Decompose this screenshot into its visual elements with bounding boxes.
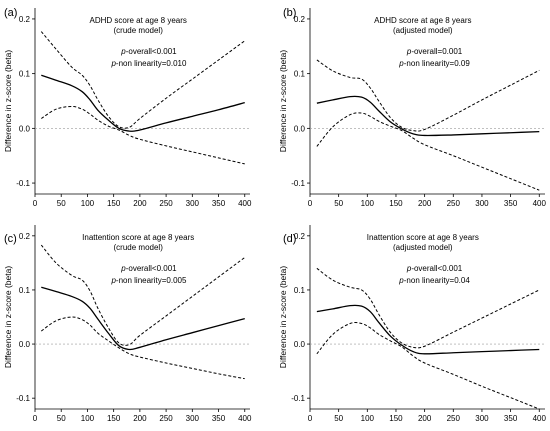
chart-title: Inattention score at age 8 years xyxy=(367,233,479,242)
x-tick-label: 150 xyxy=(389,414,403,423)
y-tick-label: 0.2 xyxy=(294,15,306,24)
estimate-line xyxy=(41,74,245,132)
y-tick-label: 0.1 xyxy=(294,70,306,79)
stat-non-linearity: p-non linearity=0.010 xyxy=(110,59,186,68)
chart-subtitle: (adjusted model) xyxy=(393,243,453,252)
x-tick-label: 250 xyxy=(447,414,461,423)
stat-overall: p-overall<0.001 xyxy=(120,264,177,273)
chart-subtitle: (adjusted model) xyxy=(393,26,453,35)
confidence-bound-line xyxy=(40,31,246,129)
x-tick-label: 350 xyxy=(504,414,518,423)
stat-non-linearity: p-non linearity=0.04 xyxy=(398,276,470,285)
stat-non-linearity: p-non linearity=0.09 xyxy=(398,59,470,68)
confidence-bound-line xyxy=(40,316,245,380)
x-tick-label: 300 xyxy=(186,199,200,208)
x-tick-label: 350 xyxy=(212,414,226,423)
confidence-bound-line xyxy=(316,112,540,191)
y-axis-label: Difference in z-score (beta) xyxy=(278,50,288,153)
x-tick-label: 150 xyxy=(107,414,121,423)
confidence-bound-line xyxy=(316,59,540,132)
stat-non-linearity: p-non linearity=0.005 xyxy=(110,276,186,285)
y-tick-label: 0.2 xyxy=(19,15,31,24)
x-tick-label: 350 xyxy=(212,199,226,208)
x-tick-label: 50 xyxy=(57,199,66,208)
x-tick-label: 50 xyxy=(334,199,343,208)
estimate-line xyxy=(316,304,540,355)
x-tick-label: 250 xyxy=(159,414,173,423)
chart-subtitle: (crude model) xyxy=(114,243,164,252)
panel-label: (d) xyxy=(283,233,296,245)
stat-overall: p-overall<0.001 xyxy=(120,47,177,56)
stat-overall: p-overall=0.001 xyxy=(406,47,463,56)
y-tick-label: 0.2 xyxy=(294,232,306,241)
y-tick-label: -0.1 xyxy=(291,179,305,188)
chart-title: ADHD score at age 8 years xyxy=(90,16,187,25)
x-tick-label: 150 xyxy=(389,199,403,208)
x-tick-label: 400 xyxy=(533,199,547,208)
x-tick-label: 0 xyxy=(33,199,38,208)
x-tick-label: 300 xyxy=(186,414,200,423)
y-tick-label: -0.1 xyxy=(16,179,30,188)
x-tick-label: 250 xyxy=(159,199,173,208)
x-tick-label: 400 xyxy=(238,199,252,208)
x-tick-label: 200 xyxy=(418,414,432,423)
x-tick-label: 100 xyxy=(361,199,375,208)
x-tick-label: 300 xyxy=(475,414,489,423)
chart-title: Inattention score at age 8 years xyxy=(82,233,194,242)
y-axis-label: Difference in z-score (beta) xyxy=(3,266,13,369)
y-axis-label: Difference in z-score (beta) xyxy=(3,50,13,153)
y-tick-label: 0.2 xyxy=(19,232,31,241)
confidence-bound-line xyxy=(40,244,246,346)
y-tick-label: 0.1 xyxy=(294,286,306,295)
x-tick-label: 100 xyxy=(81,199,95,208)
chart-panel-a: (a) -0.1 0.0 0.1 0.2 0 50 100 150 200 250 300 350 400… xyxy=(3,7,252,208)
y-tick-label: 0.0 xyxy=(19,124,31,133)
y-tick-label: -0.1 xyxy=(16,394,30,403)
x-tick-label: 400 xyxy=(238,414,252,423)
estimate-line xyxy=(41,286,245,351)
x-tick-label: 200 xyxy=(133,199,147,208)
panel-label: (b) xyxy=(283,7,296,19)
panel-label: (c) xyxy=(4,233,17,245)
x-tick-label: 0 xyxy=(308,414,313,423)
x-tick-label: 100 xyxy=(361,414,375,423)
y-tick-label: 0.0 xyxy=(294,124,306,133)
x-tick-label: 200 xyxy=(418,199,432,208)
x-tick-label: 150 xyxy=(107,199,121,208)
panel-label: (a) xyxy=(4,7,17,19)
confidence-bound-line xyxy=(316,322,540,410)
estimate-line xyxy=(316,95,540,137)
y-tick-label: -0.1 xyxy=(291,394,305,403)
x-tick-label: 100 xyxy=(81,414,95,423)
chart-panel-d: (d) -0.1 0.0 0.1 0.2 0 50 100 150 200 250 300 350 400… xyxy=(278,225,546,423)
x-tick-label: 0 xyxy=(308,199,313,208)
chart-panel-b: (b) -0.1 0.0 0.1 0.2 0 50 100 150 200 250 300 350 400… xyxy=(278,7,546,208)
y-tick-label: 0.0 xyxy=(19,340,31,349)
x-tick-label: 0 xyxy=(33,414,38,423)
confidence-bound-line xyxy=(316,267,540,349)
y-tick-label: 0.0 xyxy=(294,340,306,349)
x-tick-label: 50 xyxy=(57,414,66,423)
y-axis-label: Difference in z-score (beta) xyxy=(278,266,288,369)
x-tick-label: 350 xyxy=(504,199,518,208)
x-tick-label: 50 xyxy=(334,414,343,423)
x-tick-label: 300 xyxy=(475,199,489,208)
confidence-bound-line xyxy=(41,105,245,165)
x-tick-label: 250 xyxy=(447,199,461,208)
stat-overall: p-overall<0.001 xyxy=(406,264,463,273)
x-tick-label: 200 xyxy=(133,414,147,423)
y-tick-label: 0.1 xyxy=(19,70,31,79)
chart-subtitle: (crude model) xyxy=(114,26,164,35)
x-tick-label: 400 xyxy=(533,414,547,423)
y-tick-label: 0.1 xyxy=(19,286,31,295)
chart-panel-c: (c) -0.1 0.0 0.1 0.2 0 50 100 150 200 250 300 350 400… xyxy=(3,225,252,423)
chart-title: ADHD score at age 8 years xyxy=(374,16,471,25)
